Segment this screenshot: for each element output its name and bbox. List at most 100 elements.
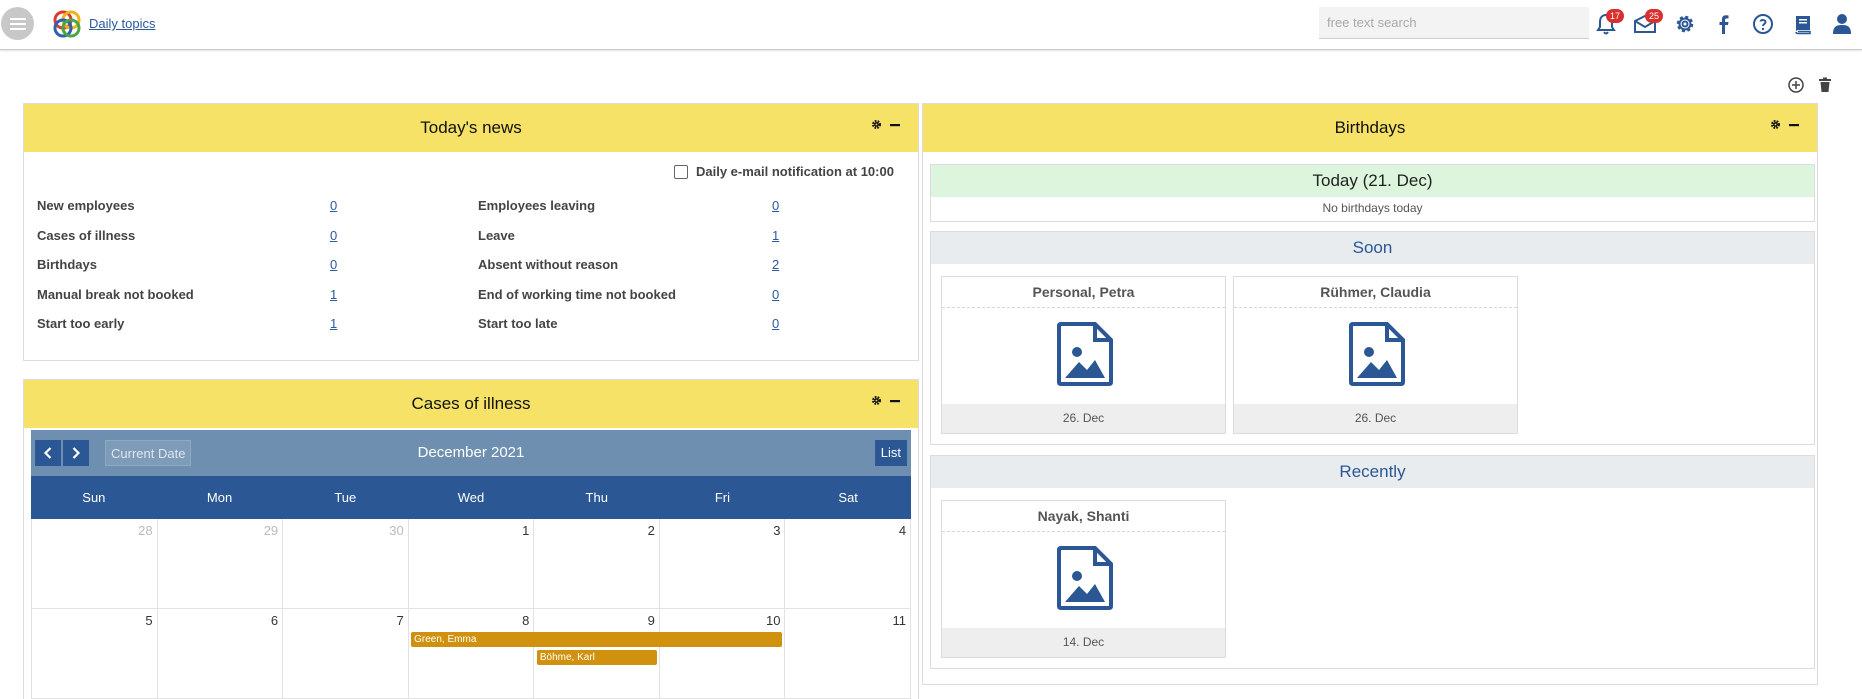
birthday-card[interactable]: Personal, Petra 26. Dec: [941, 276, 1226, 434]
settings-button[interactable]: [1673, 12, 1699, 38]
calendar-day-cell[interactable]: 5: [31, 609, 158, 698]
daily-email-label: Daily e-mail notification at 10:00: [696, 164, 894, 179]
calendar-day-cell[interactable]: 9: [534, 609, 660, 698]
calendar-day-cell[interactable]: 28: [31, 519, 158, 608]
notifications-button[interactable]: 17: [1594, 9, 1624, 38]
plus-circle-icon: [1788, 77, 1804, 93]
birthday-person-name: Personal, Petra: [1032, 284, 1135, 300]
minimize-icon[interactable]: [890, 396, 900, 406]
birthday-date: 14. Dec: [942, 628, 1225, 657]
calendar-day-number: 7: [396, 613, 404, 628]
cases-of-illness-title: Cases of illness: [411, 394, 531, 413]
calendar-day-number: 6: [270, 613, 279, 628]
facebook-button[interactable]: [1712, 12, 1738, 38]
manual-button[interactable]: [1791, 12, 1817, 38]
birthday-person-name: Nayak, Shanti: [1037, 508, 1130, 524]
news-value-leave[interactable]: 1: [772, 228, 780, 243]
calendar-day-cell[interactable]: 6: [158, 609, 284, 698]
news-value-birthdays[interactable]: 0: [330, 257, 338, 272]
news-value-end-of-working-time[interactable]: 0: [772, 287, 780, 302]
gear-icon[interactable]: [871, 119, 882, 130]
messages-badge: 25: [1645, 9, 1663, 23]
book-icon: [1795, 16, 1811, 35]
birthdays-panel: Birthdays Today (21. Dec) No birthdays t…: [922, 103, 1818, 685]
calendar-day-cell[interactable]: 2: [534, 519, 660, 608]
todays-news-panel: Today's news Daily e-mail notification a…: [23, 103, 919, 361]
birthdays-soon-section: Soon Personal, Petra 26. Dec Rühmer, Cla…: [930, 231, 1815, 445]
news-value-employees-leaving[interactable]: 0: [772, 198, 780, 213]
calendar-month-title: December 2021: [417, 444, 525, 461]
facebook-icon: [1719, 15, 1729, 34]
calendar-event[interactable]: Böhme, Karl: [536, 650, 657, 665]
calendar-event[interactable]: Green, Emma: [411, 632, 783, 647]
calendar-week-row: 5 6 7 8 9 10 11: [31, 609, 912, 699]
user-icon: [1833, 14, 1851, 34]
daily-topics-link[interactable]: Daily topics: [89, 16, 156, 31]
calendar-current-date-button[interactable]: Current Date: [105, 440, 192, 466]
image-placeholder-icon: [1057, 546, 1113, 610]
delete-widget-button[interactable]: [1816, 76, 1834, 94]
hamburger-menu-button[interactable]: [1, 7, 34, 40]
calendar-toolbar: Current Date December 2021 List: [31, 430, 911, 476]
add-widget-button[interactable]: [1787, 76, 1805, 94]
help-button[interactable]: [1751, 12, 1777, 38]
calendar-day-cell[interactable]: 4: [785, 519, 912, 608]
news-label-leave: Leave: [478, 228, 515, 243]
calendar-list-button[interactable]: List: [874, 440, 907, 466]
calendar-dayname-fri: Fri: [714, 490, 731, 505]
gear-icon[interactable]: [871, 395, 882, 406]
news-value-start-too-early[interactable]: 1: [330, 316, 338, 331]
daily-email-checkbox[interactable]: [674, 164, 688, 179]
birthdays-today-empty: No birthdays today: [1322, 201, 1423, 215]
calendar-prev-button[interactable]: [35, 440, 61, 466]
calendar-day-number: 2: [647, 523, 655, 538]
birthdays-soon-title: Soon: [931, 232, 1814, 264]
app-logo[interactable]: [52, 9, 82, 39]
birthday-date: 26. Dec: [942, 404, 1225, 433]
chevron-left-icon: [43, 447, 52, 459]
calendar-day-cell[interactable]: 30: [283, 519, 409, 608]
calendar-day-number: 30: [389, 523, 404, 538]
minimize-icon[interactable]: [1789, 120, 1799, 130]
image-placeholder-icon: [1349, 322, 1405, 386]
notifications-badge: 17: [1606, 9, 1624, 23]
calendar-next-button[interactable]: [63, 440, 89, 466]
minimize-icon[interactable]: [890, 120, 900, 130]
news-value-absent-without-reason[interactable]: 2: [772, 257, 780, 272]
calendar-day-names: Sun Mon Tue Wed Thu Fri Sat: [31, 476, 911, 519]
calendar-grid: 28 29 30 1 2 3 4 5 6 7 8 9 10 11 Green, Emma Böhme, Kar…: [31, 519, 912, 699]
news-label-cases-of-illness: Cases of illness: [37, 228, 136, 243]
calendar-week-row: 28 29 30 1 2 3 4: [31, 519, 912, 609]
news-label-new-employees: New employees: [37, 198, 135, 213]
user-profile-button[interactable]: [1830, 12, 1856, 38]
calendar-day-cell[interactable]: 29: [158, 519, 284, 608]
news-value-cases-of-illness[interactable]: 0: [330, 228, 338, 243]
birthday-card[interactable]: Rühmer, Claudia 26. Dec: [1233, 276, 1518, 434]
todays-news-title: Today's news: [420, 118, 522, 137]
messages-button[interactable]: 25: [1633, 9, 1663, 38]
news-value-new-employees[interactable]: 0: [330, 198, 338, 213]
calendar-day-number: 5: [145, 613, 153, 628]
calendar-dayname-sat: Sat: [838, 490, 858, 505]
daily-email-notification[interactable]: Daily e-mail notification at 10:00: [674, 164, 894, 179]
calendar-day-cell[interactable]: 7: [283, 609, 409, 698]
news-value-manual-break[interactable]: 1: [330, 287, 338, 302]
gear-icon[interactable]: [1770, 119, 1781, 130]
birthday-date: 26. Dec: [1234, 404, 1517, 433]
calendar-day-cell[interactable]: 8: [409, 609, 535, 698]
calendar-day-number: 4: [898, 523, 907, 538]
birthday-card[interactable]: Nayak, Shanti 14. Dec: [941, 500, 1226, 658]
news-label-start-too-late: Start too late: [478, 316, 558, 331]
calendar-day-cell[interactable]: 11: [785, 609, 912, 698]
calendar-day-number: 29: [263, 523, 279, 538]
menu-icon: [9, 17, 26, 30]
cases-of-illness-panel: Cases of illness Current Date December 2…: [23, 379, 919, 699]
calendar-day-cell[interactable]: 3: [660, 519, 786, 608]
gear-icon: [1676, 15, 1694, 33]
news-value-start-too-late[interactable]: 0: [772, 316, 780, 331]
search-input[interactable]: [1319, 7, 1589, 39]
calendar-day-cell[interactable]: 10: [660, 609, 786, 698]
calendar-dayname-mon: Mon: [206, 490, 233, 505]
calendar-day-cell[interactable]: 1: [409, 519, 535, 608]
top-bar: Daily topics 17 25: [0, 0, 1862, 50]
